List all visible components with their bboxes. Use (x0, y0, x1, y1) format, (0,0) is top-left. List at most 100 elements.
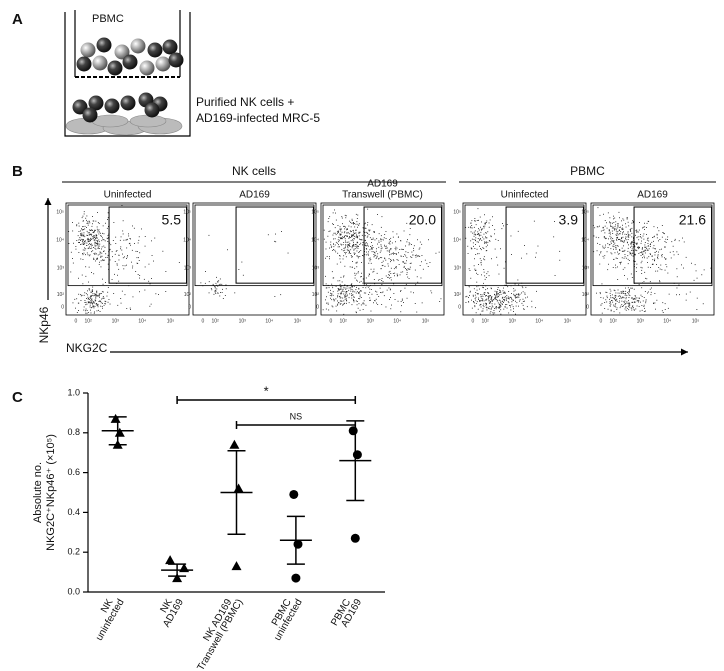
event (629, 251, 631, 253)
event (661, 236, 663, 238)
event (656, 233, 658, 235)
event (401, 299, 403, 301)
event (654, 248, 656, 250)
cell (114, 44, 130, 60)
event (610, 303, 612, 305)
event (359, 309, 361, 311)
tick-label: 10⁴ (265, 318, 273, 324)
event (645, 310, 646, 312)
event (111, 251, 113, 253)
event (94, 252, 96, 254)
event (642, 226, 644, 228)
event (504, 306, 506, 308)
event (95, 236, 97, 238)
event (331, 293, 333, 295)
event (618, 211, 620, 213)
event (86, 312, 88, 314)
event (393, 260, 395, 262)
event (343, 291, 345, 293)
event (559, 259, 561, 261)
event (415, 284, 417, 286)
event (392, 259, 394, 261)
event (489, 312, 491, 314)
event (342, 250, 344, 252)
event (648, 240, 650, 242)
event (275, 241, 277, 243)
event (340, 297, 342, 299)
event (627, 263, 629, 265)
event (101, 306, 103, 307)
event (621, 227, 623, 229)
event (599, 292, 601, 293)
event (655, 270, 657, 272)
event (474, 306, 476, 308)
event (407, 268, 409, 270)
event (96, 294, 98, 296)
event (405, 283, 407, 285)
event (652, 255, 653, 257)
event (416, 255, 418, 257)
tick-label: 10⁴ (453, 237, 461, 243)
event (642, 247, 643, 249)
event (491, 288, 492, 290)
event (633, 260, 634, 262)
event (395, 253, 397, 255)
event (696, 297, 698, 299)
significance-bracket (235, 421, 357, 429)
event (474, 305, 476, 307)
event (679, 294, 680, 296)
event (344, 235, 345, 237)
event (636, 231, 638, 233)
event (522, 291, 524, 293)
event (339, 258, 341, 260)
event (620, 262, 621, 264)
event (220, 292, 221, 293)
event (608, 244, 610, 246)
event (132, 267, 133, 269)
event (135, 250, 137, 252)
event (342, 236, 343, 238)
event (469, 295, 470, 296)
event (78, 310, 79, 311)
event (338, 302, 339, 304)
event (644, 242, 646, 243)
event (68, 231, 70, 232)
event (388, 287, 390, 289)
event (387, 263, 389, 265)
event (368, 230, 370, 232)
event (476, 241, 478, 243)
event (359, 298, 361, 300)
event (617, 245, 619, 247)
event (479, 258, 481, 260)
event (642, 227, 643, 229)
event (400, 311, 402, 313)
event (340, 291, 342, 293)
event (371, 224, 373, 226)
event (89, 298, 90, 300)
event (620, 297, 622, 299)
event (514, 295, 516, 297)
tick-label: 10⁵ (183, 209, 191, 215)
event (625, 223, 626, 225)
event (475, 224, 477, 226)
event (500, 313, 502, 315)
event (218, 284, 220, 286)
event (342, 258, 344, 260)
event (332, 287, 334, 289)
event (473, 245, 474, 247)
tick-label: 10³ (312, 265, 320, 271)
event (494, 293, 495, 295)
event (613, 215, 614, 217)
event (378, 296, 380, 297)
event (94, 293, 96, 295)
event (486, 298, 488, 300)
event (638, 301, 639, 303)
event (610, 297, 612, 299)
event (617, 251, 618, 253)
event (641, 269, 643, 271)
event (628, 236, 630, 238)
event (376, 256, 378, 258)
event (212, 283, 214, 285)
event (101, 248, 102, 250)
